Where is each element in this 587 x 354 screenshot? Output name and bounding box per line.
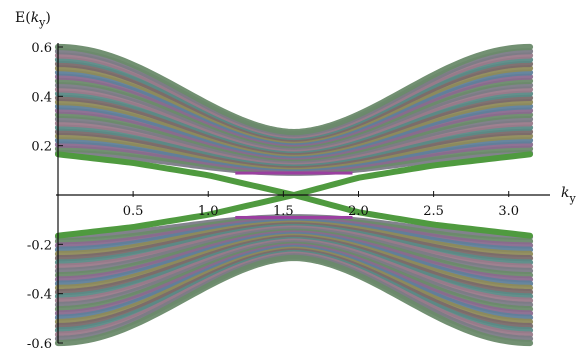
x-tick-label: 2.5	[423, 204, 444, 219]
upper-band-line	[54, 43, 534, 136]
x-axis-title: ky	[561, 185, 576, 205]
x-tick-label: 0.5	[123, 204, 144, 219]
lower-band-line	[54, 254, 534, 347]
lower-gap-highlight	[235, 215, 353, 219]
axes-group	[56, 43, 550, 343]
y-tick-label: -0.2	[27, 238, 52, 253]
y-tick-label: 0.4	[31, 90, 52, 105]
x-tick-label: 1.0	[198, 204, 219, 219]
x-tick-label: 3.0	[498, 204, 519, 219]
upper-gap-highlight	[235, 171, 353, 175]
y-tick-label: -0.4	[27, 288, 52, 303]
y-tick-label: 0.6	[31, 41, 52, 56]
y-axis-title: E(ky)	[15, 10, 51, 29]
energy-bands-group	[54, 43, 534, 347]
ticks-group: 0.5 1.0 1.5 2.0 2.5 3.0 0.6 0.4 0.2 -0.2 -0.4 -0.6	[27, 41, 519, 352]
y-tick-label: 0.2	[31, 140, 52, 155]
x-tick-label: 2.0	[348, 204, 369, 219]
y-tick-label: -0.6	[27, 337, 52, 352]
x-tick-label: 1.5	[273, 204, 294, 219]
